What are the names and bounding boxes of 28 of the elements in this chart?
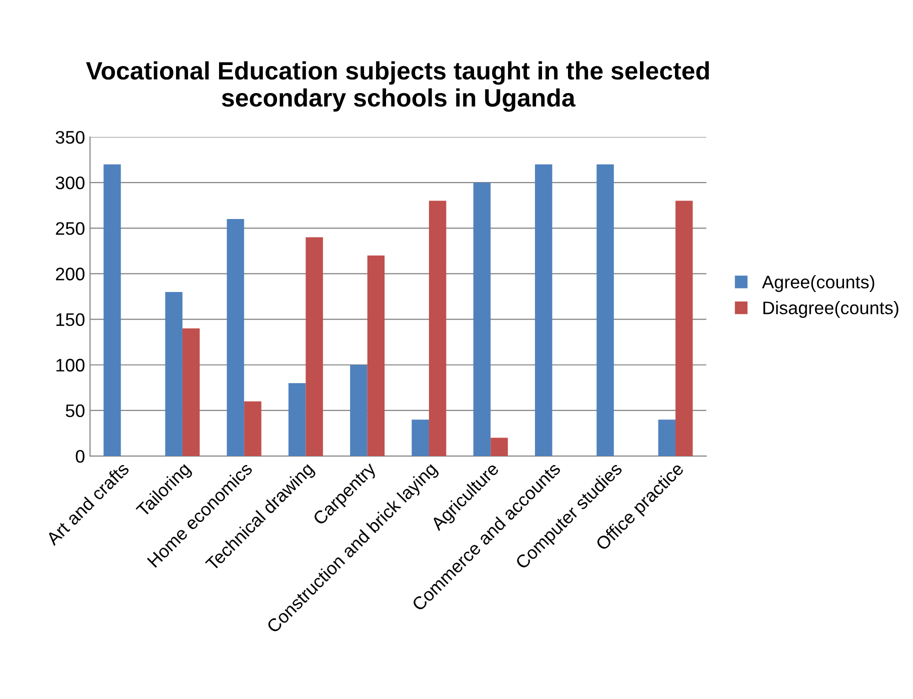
bar	[675, 200, 693, 456]
bar	[104, 164, 121, 456]
bar	[596, 164, 614, 456]
bar	[244, 401, 262, 456]
y-tick-label: 250	[56, 222, 84, 235]
bar	[412, 420, 429, 456]
bar	[165, 292, 182, 456]
legend-label: Agree(counts)	[762, 275, 874, 292]
bar	[428, 200, 446, 456]
y-tick-label: 200	[56, 268, 84, 280]
y-tick-label: 50	[66, 404, 84, 418]
bar	[473, 182, 491, 456]
y-tick-label: 150	[56, 313, 84, 326]
bar	[182, 328, 200, 456]
bar	[490, 438, 508, 456]
bar	[658, 420, 676, 456]
legend-label: Disagree(counts)	[763, 301, 898, 318]
bar	[226, 219, 244, 456]
y-tick-label: 300	[56, 176, 84, 190]
bar	[288, 383, 306, 456]
y-tick-label: 350	[56, 130, 84, 144]
bar	[350, 364, 368, 456]
y-tick-label: 100	[56, 358, 84, 372]
y-tick-label: 0	[76, 450, 84, 463]
bar	[534, 164, 552, 456]
bar	[367, 256, 385, 456]
chart-title: Vocational Education subjects taught in the selected secondary schools in Uganda	[86, 61, 709, 112]
bar	[306, 237, 323, 456]
